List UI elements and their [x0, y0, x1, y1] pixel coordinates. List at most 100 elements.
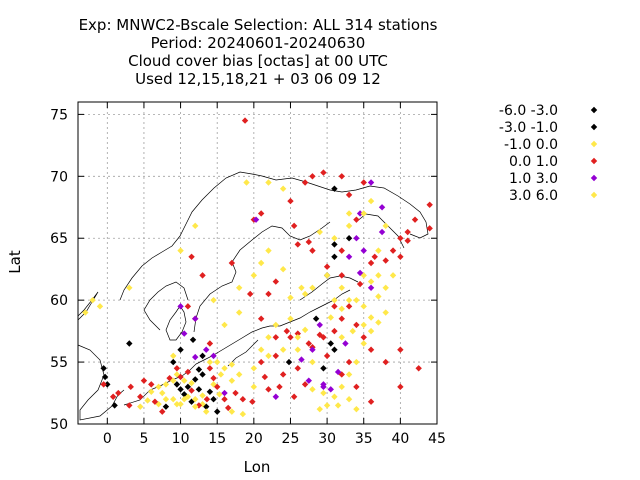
- data-point-series-3: [320, 169, 327, 176]
- data-point-series-1: [177, 386, 184, 393]
- legend-label-2: -1.0 0.0: [504, 137, 558, 153]
- data-point-series-3: [338, 272, 345, 279]
- data-point-series-2: [228, 377, 236, 384]
- legend-marker-4: [590, 174, 598, 182]
- legend-label-1: -3.0 -1.0: [499, 120, 558, 136]
- data-point-series-3: [279, 371, 287, 378]
- data-point-series-2: [272, 321, 280, 329]
- data-point-series-3: [140, 377, 148, 384]
- data-point-series-3: [360, 334, 367, 341]
- data-point-series-2: [144, 397, 151, 404]
- title-line-1: Exp: MNWC2-Bscale Selection: ALL 314 sta…: [79, 16, 438, 34]
- data-point-series-2: [367, 327, 375, 335]
- data-point-series-2: [375, 247, 382, 254]
- data-point-series-0: [331, 241, 338, 248]
- data-point-series-2: [323, 402, 331, 409]
- data-point-series-3: [397, 383, 404, 391]
- data-point-series-2: [294, 346, 301, 353]
- data-point-series-3: [214, 383, 221, 391]
- plot-frame: [77, 101, 438, 425]
- data-point-series-5: [382, 284, 389, 291]
- data-point-series-3: [206, 340, 214, 347]
- data-point-series-3: [188, 253, 195, 261]
- data-point-series-3: [290, 222, 298, 230]
- x-axis-label: Lon: [244, 458, 271, 476]
- data-point-series-2: [338, 383, 345, 391]
- data-point-series-3: [199, 272, 206, 279]
- data-point-series-3: [353, 321, 360, 329]
- data-point-series-3: [265, 386, 272, 393]
- data-point-series-3: [241, 117, 249, 124]
- data-point-series-1: [199, 371, 206, 378]
- data-point-series-4: [345, 253, 353, 261]
- data-point-series-3: [239, 396, 247, 403]
- data-point-series-5: [375, 293, 382, 300]
- data-point-series-5: [316, 405, 323, 413]
- data-point-series-3: [203, 396, 211, 403]
- data-point-series-1: [170, 358, 177, 366]
- y-tick-label: 60: [50, 293, 68, 309]
- data-point-series-3: [294, 241, 301, 248]
- data-point-series-3: [320, 334, 327, 341]
- data-point-series-4: [309, 346, 316, 353]
- data-point-series-1: [192, 376, 199, 383]
- y-tick-label: 75: [50, 107, 68, 123]
- data-point-series-2: [228, 408, 236, 415]
- data-point-series-2: [82, 309, 89, 316]
- data-point-series-3: [177, 373, 184, 381]
- data-point-series-2: [360, 321, 367, 329]
- data-point-series-3: [272, 278, 280, 285]
- x-tick-label: 15: [208, 431, 226, 447]
- data-point-series-1: [210, 396, 217, 403]
- data-point-series-2: [89, 296, 96, 304]
- data-point-series-2: [177, 247, 184, 254]
- data-point-series-3: [272, 352, 280, 360]
- data-point-series-1: [206, 388, 214, 395]
- data-point-series-3: [290, 393, 298, 400]
- data-point-series-5: [228, 361, 236, 368]
- plot-border: [77, 101, 438, 425]
- legend-label-0: -6.0 -3.0: [499, 103, 558, 119]
- data-point-series-4: [252, 216, 260, 223]
- data-point-series-5: [338, 305, 345, 313]
- data-point-series-3: [353, 383, 360, 391]
- data-point-series-1: [162, 403, 170, 410]
- data-point-series-3: [228, 259, 236, 267]
- data-point-series-4: [221, 389, 228, 397]
- data-point-series-3: [221, 396, 228, 403]
- data-point-series-4: [192, 315, 199, 322]
- x-tick-label: 40: [391, 431, 409, 447]
- data-point-series-3: [257, 210, 265, 217]
- data-point-series-4: [327, 386, 334, 393]
- data-point-series-2: [235, 371, 243, 378]
- data-point-series-1: [312, 315, 320, 322]
- data-point-series-2: [320, 389, 327, 397]
- data-point-series-2: [338, 334, 345, 341]
- data-point-series-2: [287, 294, 294, 301]
- data-point-series-2: [287, 315, 294, 322]
- data-point-series-4: [316, 321, 323, 329]
- data-point-series-5: [257, 346, 265, 353]
- data-point-series-4: [378, 228, 386, 236]
- data-point-series-3: [232, 389, 239, 397]
- data-point-series-1: [126, 340, 133, 347]
- data-point-series-3: [184, 303, 192, 310]
- title-line-4: Used 12,15,18,21 + 03 06 09 12: [135, 70, 381, 88]
- data-point-series-2: [235, 284, 243, 291]
- data-point-series-2: [309, 284, 316, 291]
- data-point-series-3: [397, 235, 404, 242]
- data-point-series-4: [298, 356, 305, 363]
- data-point-series-2: [192, 222, 199, 230]
- data-point-series-3: [109, 393, 117, 400]
- data-point-series-5: [170, 377, 177, 384]
- data-point-series-3: [184, 368, 192, 376]
- data-point-series-4: [353, 235, 360, 242]
- data-point-series-2: [279, 265, 287, 273]
- data-point-series-3: [294, 365, 301, 372]
- data-point-series-3: [404, 228, 411, 236]
- data-point-series-2: [382, 222, 389, 230]
- data-point-series-3: [338, 173, 345, 180]
- data-point-series-3: [188, 387, 195, 394]
- data-point-series-3: [397, 346, 404, 353]
- data-point-series-2: [345, 296, 353, 304]
